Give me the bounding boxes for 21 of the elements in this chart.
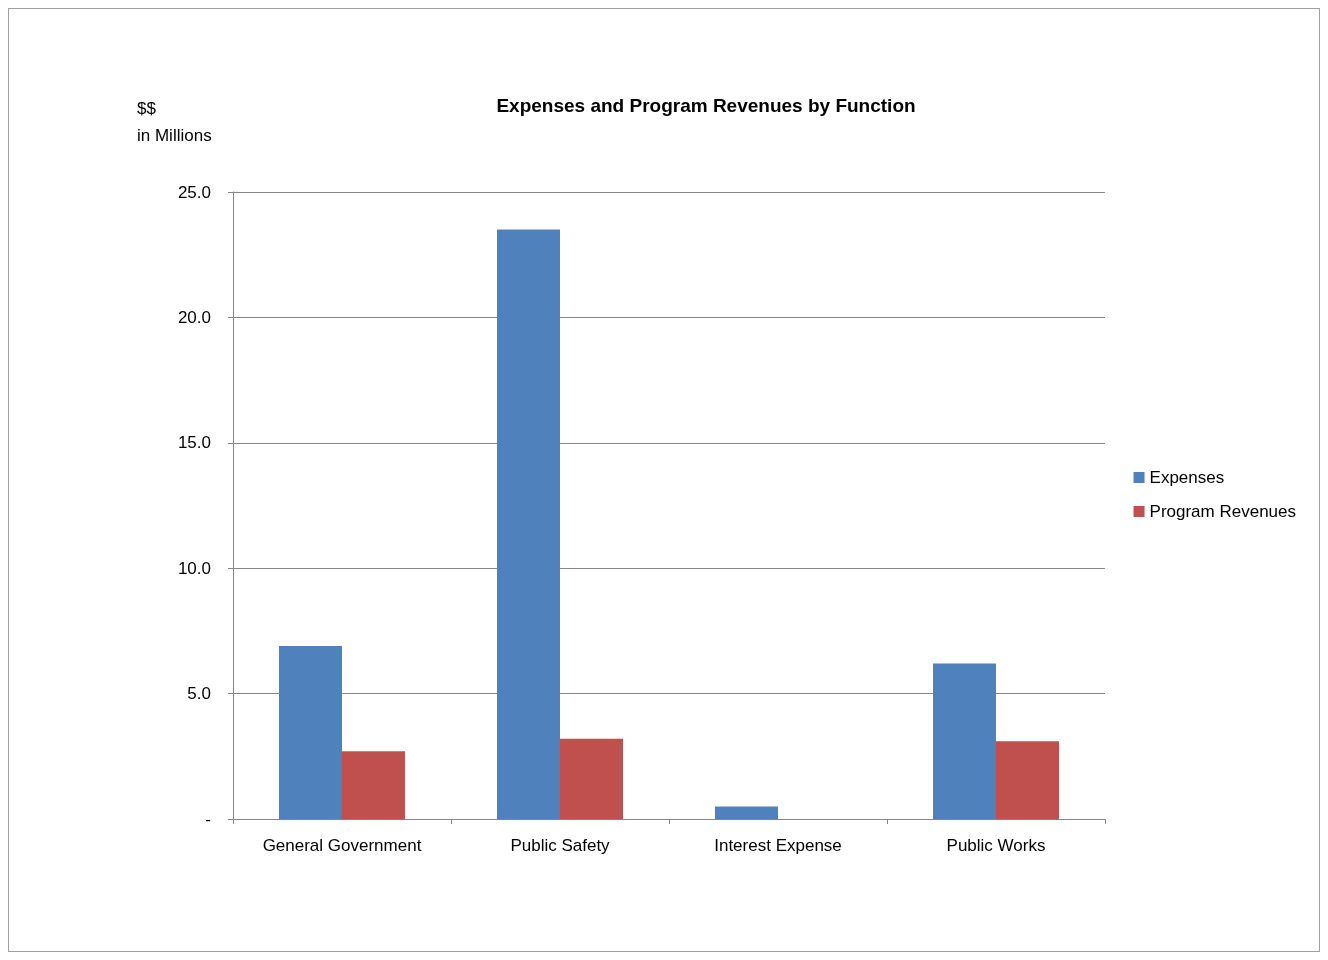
y-axis-title: $$ in Millions <box>137 99 212 145</box>
y-tick-label: 20.0 <box>177 307 211 327</box>
y-tick-label: 10.0 <box>177 558 211 578</box>
legend-label: Expenses <box>1149 468 1225 487</box>
x-tick-label: General Government <box>262 836 422 855</box>
bar <box>342 751 405 819</box>
y-tick-label: 5.0 <box>187 684 211 704</box>
x-tick-label: Public Safety <box>510 836 611 855</box>
bar <box>497 229 560 819</box>
bar <box>279 645 342 819</box>
y-tick-label: - <box>205 809 211 829</box>
bar <box>996 741 1059 819</box>
x-tick-label: Interest Expense <box>714 836 842 855</box>
x-tick-label: Public Works <box>946 836 1046 855</box>
y-tick-label: 25.0 <box>177 182 211 202</box>
bar <box>715 806 778 819</box>
chart-title: Expenses and Program Revenues by Function <box>496 95 916 116</box>
legend-label: Program Revenues <box>1149 502 1297 521</box>
bar <box>933 663 996 819</box>
bar <box>560 738 623 819</box>
y-tick-label: 15.0 <box>177 433 211 453</box>
